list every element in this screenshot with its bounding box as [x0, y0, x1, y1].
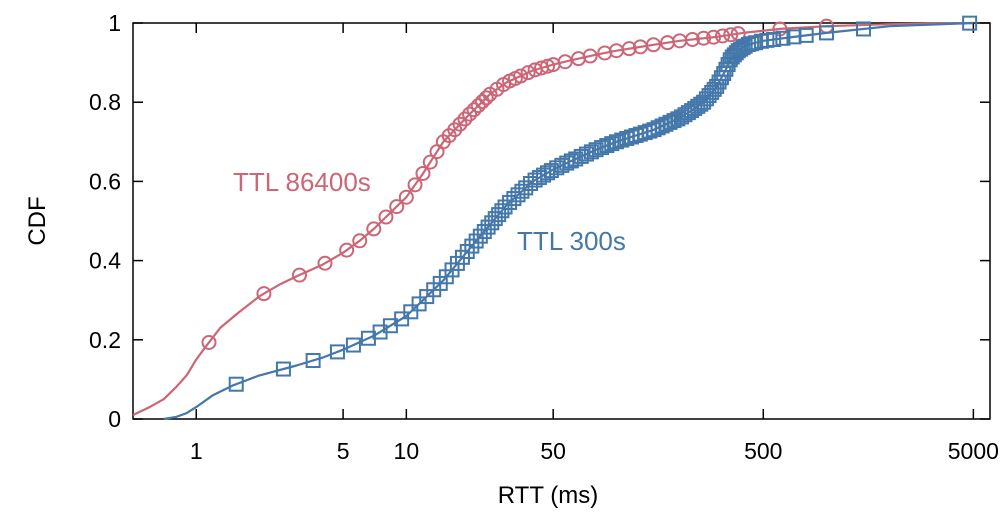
x-tick-label: 10 [394, 438, 420, 464]
data-point-marker [275, 361, 291, 377]
data-point-marker [459, 244, 475, 260]
y-axis-title: CDF [24, 196, 51, 245]
data-point-marker [339, 242, 355, 258]
y-tick-label: 0 [108, 406, 121, 432]
series-line [163, 21, 974, 421]
data-point-marker [345, 337, 361, 353]
x-tick-label: 50 [540, 438, 566, 464]
y-tick-label: 1 [108, 10, 121, 36]
data-point-marker [398, 189, 414, 205]
series-ttl-86400s [132, 18, 974, 416]
data-point-marker [457, 111, 473, 127]
series-label-ttl-300s: TTL 300s [517, 226, 626, 256]
data-point-marker [696, 30, 712, 46]
data-point-marker [540, 165, 556, 181]
data-point-marker [578, 146, 594, 162]
data-point-marker [744, 36, 760, 52]
data-point-marker [472, 228, 488, 244]
data-point-marker [305, 353, 321, 369]
data-point-marker [706, 29, 722, 45]
data-point-marker [378, 209, 394, 225]
series-label-ttl-86400s: TTL 86400s [233, 167, 371, 197]
data-point-marker [608, 134, 624, 150]
data-point-marker [733, 41, 749, 57]
data-point-marker [329, 344, 345, 360]
data-point-marker [407, 177, 423, 193]
data-point-marker [658, 116, 674, 132]
data-point-marker [583, 144, 599, 160]
data-point-marker [291, 267, 307, 283]
y-tick-label: 0.6 [89, 168, 121, 194]
y-tick-label: 0.2 [89, 327, 121, 353]
x-tick-label: 5000 [948, 438, 999, 464]
data-point-marker [415, 165, 431, 181]
data-point-marker [464, 238, 480, 254]
data-point-marker [559, 155, 575, 171]
plot-frame [132, 22, 991, 420]
data-point-marker [557, 54, 573, 70]
data-point-marker [452, 116, 468, 132]
data-point-marker [366, 221, 382, 237]
series-ttl-300s [163, 15, 978, 421]
data-point-marker [422, 154, 438, 170]
x-tick-label: 500 [744, 438, 782, 464]
data-point-marker [614, 132, 630, 148]
data-point-marker [856, 21, 872, 37]
data-point-marker [543, 163, 559, 179]
data-point-marker [646, 122, 662, 138]
data-point-marker [478, 90, 494, 106]
data-point-marker [352, 233, 368, 249]
x-tick-label: 5 [337, 438, 350, 464]
data-point-marker [494, 203, 510, 219]
data-point-marker [201, 334, 217, 350]
data-point-marker [497, 199, 513, 215]
data-point-marker [654, 118, 670, 134]
data-point-marker [582, 48, 598, 64]
data-point-marker [563, 153, 579, 169]
data-point-marker [621, 41, 637, 57]
data-point-marker [470, 98, 486, 114]
data-point-marker [256, 286, 272, 302]
y-tick-label: 0.4 [89, 248, 121, 274]
data-point-marker [798, 27, 814, 43]
data-point-marker [604, 136, 620, 152]
x-axis-title: RTT (ms) [498, 482, 598, 509]
data-point-marker [468, 233, 484, 249]
series-layer [132, 15, 978, 421]
data-point-marker [650, 120, 666, 136]
data-point-marker [403, 304, 419, 320]
y-axis-ticks: 0 0.2 0.4 0.6 0.8 1 [89, 10, 990, 432]
data-point-marker [317, 255, 333, 271]
data-point-marker [723, 27, 739, 43]
data-point-marker [715, 28, 731, 44]
data-point-marker [573, 148, 589, 164]
data-point-marker [599, 138, 615, 154]
x-tick-label: 1 [190, 438, 203, 464]
data-point-marker [514, 183, 530, 199]
data-point-marker [518, 180, 534, 196]
data-point-marker [513, 68, 529, 84]
series-line [132, 21, 974, 416]
y-tick-label: 0.8 [89, 89, 121, 115]
data-point-marker [662, 114, 678, 130]
data-point-marker [228, 376, 244, 392]
data-point-marker [766, 31, 782, 47]
data-point-marker [962, 15, 978, 31]
data-point-marker [462, 106, 478, 122]
data-point-marker [502, 194, 518, 210]
data-point-marker [819, 25, 835, 41]
data-point-marker [549, 160, 565, 176]
x-axis-ticks: 1 5 10 50 500 5000 [190, 23, 999, 464]
data-point-marker [594, 140, 610, 156]
data-point-marker [775, 30, 791, 46]
data-point-marker [466, 102, 482, 118]
data-point-marker [520, 65, 536, 81]
data-point-marker [645, 37, 661, 53]
data-point-marker [389, 199, 405, 215]
data-point-marker [684, 31, 700, 47]
